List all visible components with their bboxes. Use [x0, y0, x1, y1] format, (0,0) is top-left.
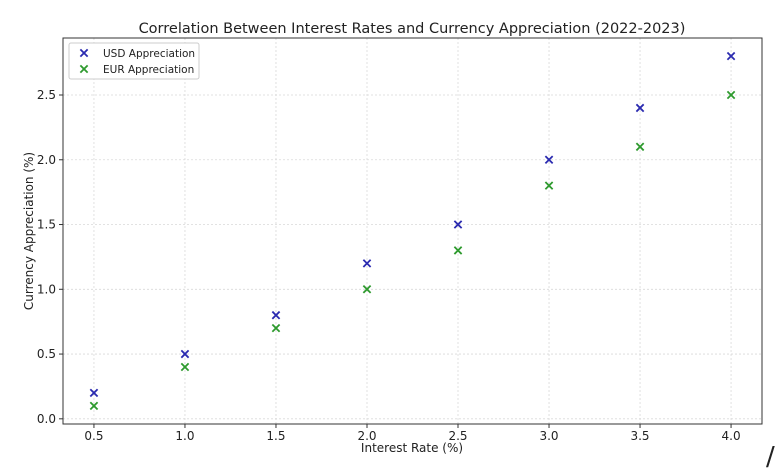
legend-marker: [79, 64, 89, 74]
ticks: 0.5 1.0 1.5 2.0 2.5 3.0 3.5 4.0 0.0 0.5 1.0 1.5 2.0 2…: [37, 88, 741, 443]
data-point-eur: [453, 246, 463, 255]
data-point-usd: [544, 155, 554, 165]
plot-frame: [62, 37, 763, 425]
data-point-usd: [726, 51, 736, 61]
x-tick-label: 3.5: [630, 429, 649, 443]
x-tick-label: 0.5: [84, 429, 103, 443]
x-tick-label: 4.0: [722, 429, 741, 443]
x-tick-label: 1.5: [266, 429, 285, 443]
data-point-usd: [271, 310, 281, 320]
legend-label: EUR Appreciation: [103, 64, 194, 76]
y-tick-label: 1.5: [37, 218, 56, 232]
data-point-eur: [89, 401, 99, 411]
x-tick-label: 2.0: [357, 429, 376, 443]
data-point-eur: [271, 323, 281, 333]
data-point-eur: [180, 362, 190, 372]
legend-box: [68, 42, 200, 80]
data-point-eur: [544, 181, 554, 190]
legend-label: USD Appreciation: [103, 48, 195, 60]
data-point-usd: [453, 220, 463, 229]
grid: [63, 38, 762, 424]
y-tick-label: 1.0: [37, 282, 56, 296]
y-tick-label: 0.5: [37, 347, 56, 361]
data-point-usd: [89, 388, 99, 398]
x-tick-label: 2.5: [448, 429, 467, 443]
chart-title: Correlation Between Interest Rates and C…: [139, 21, 686, 37]
y-tick-label: 2.5: [37, 88, 56, 102]
data-point-eur: [726, 90, 736, 100]
data-point-usd: [362, 259, 372, 268]
data-points: [89, 51, 736, 411]
y-tick-label: 0.0: [37, 412, 56, 426]
x-tick-label: 3.0: [539, 429, 558, 443]
y-tick-label: 2.0: [37, 153, 56, 167]
y-axis-label: Currency Appreciation (%): [22, 152, 36, 310]
data-point-usd: [635, 103, 645, 113]
edge-slash-glyph: /: [766, 442, 775, 470]
data-point-usd: [180, 349, 190, 359]
x-tick-label: 1.0: [175, 429, 194, 443]
x-axis-label: Interest Rate (%): [361, 441, 463, 455]
data-point-eur: [362, 285, 372, 294]
legend-marker: [79, 48, 89, 58]
legend: USD Appreciation EUR Appreciation: [68, 42, 200, 80]
data-point-eur: [635, 142, 645, 152]
